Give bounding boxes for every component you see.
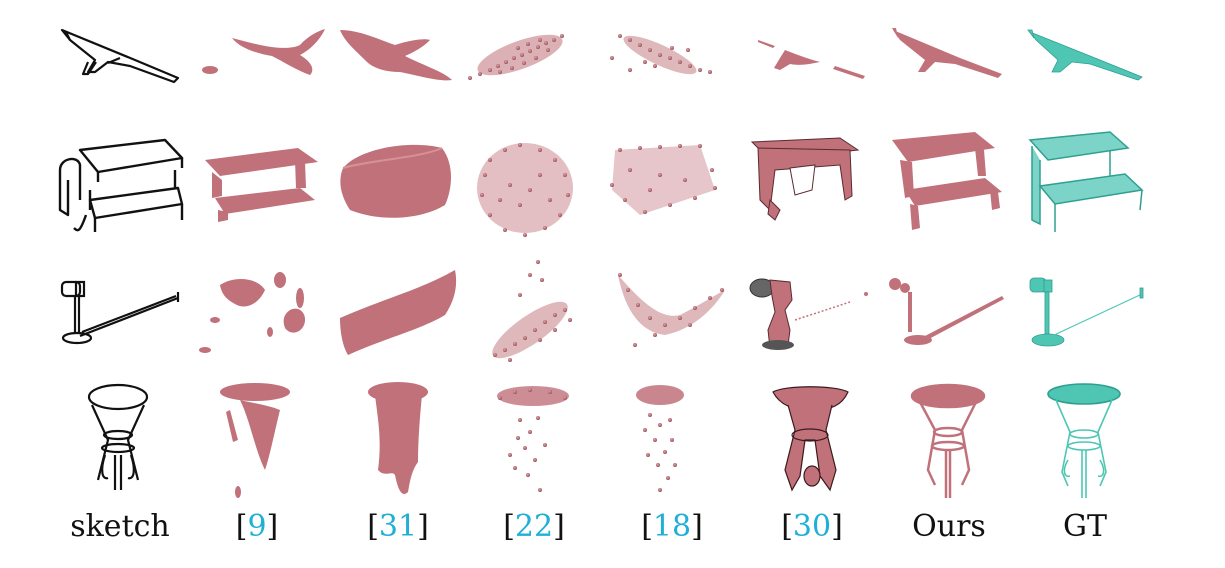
- airplane-sketch: [60, 28, 180, 84]
- airplane-recon-30: [758, 40, 865, 79]
- airplane-gt: [1027, 29, 1143, 81]
- airplane-recon-9: [202, 29, 325, 75]
- airplane-recon-18: [610, 34, 712, 75]
- picnic-table-recon-30: [750, 137, 860, 221]
- airplane-recon-ours: [892, 28, 1002, 78]
- airplane-recon-22: [468, 34, 564, 80]
- column-label-ours: Ours: [912, 509, 986, 544]
- column-label-ref-9[interactable]: [9]: [235, 509, 279, 544]
- side-table-recon-30: [772, 386, 849, 492]
- desk-lamp-recon-31: [340, 270, 457, 355]
- desk-lamp-recon-18: [618, 273, 725, 347]
- column-label-ref-18[interactable]: [18]: [641, 509, 703, 544]
- side-table-recon-31: [368, 382, 428, 495]
- picnic-table-recon-18: [610, 144, 717, 215]
- picnic-table-recon-9: [205, 148, 318, 222]
- side-table-sketch: [87, 383, 149, 490]
- column-label-ref-22[interactable]: [22]: [503, 509, 565, 544]
- side-table-recon-9: [220, 383, 290, 498]
- picnic-table-gt: [1028, 131, 1144, 232]
- column-label-sketch: sketch: [70, 509, 170, 544]
- picnic-table-sketch: [58, 138, 184, 232]
- column-label-gt: GT: [1063, 509, 1107, 544]
- desk-lamp-sketch: [60, 280, 180, 345]
- column-label-ref-31[interactable]: [31]: [367, 509, 429, 544]
- picnic-table-recon-31: [340, 144, 451, 218]
- side-table-recon-ours: [910, 383, 986, 498]
- desk-lamp-recon-9: [199, 272, 306, 353]
- desk-lamp-recon-22: [492, 260, 572, 362]
- picnic-table-recon-ours: [892, 132, 1002, 230]
- desk-lamp-gt: [1029, 277, 1144, 347]
- airplane-recon-31: [340, 30, 452, 81]
- side-table-recon-22: [497, 386, 569, 492]
- side-table-recon-18: [636, 385, 684, 492]
- desk-lamp-recon-ours: [889, 278, 1004, 345]
- side-table-gt: [1047, 383, 1121, 498]
- desk-lamp-recon-30: [749, 278, 868, 350]
- picnic-table-recon-22: [477, 143, 573, 237]
- column-label-ref-30[interactable]: [30]: [781, 509, 843, 544]
